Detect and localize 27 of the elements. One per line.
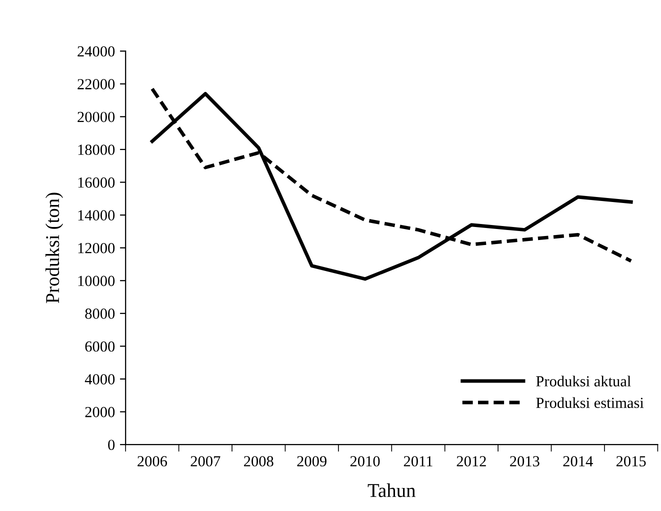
y-tick-label: 8000: [85, 308, 115, 319]
y-tick-label: 20000: [78, 112, 115, 122]
x-tick-label: 2009: [297, 456, 326, 466]
y-tick-label: 10000: [78, 276, 115, 286]
x-tick-label: 2007: [190, 456, 220, 466]
y-axis-title: Produksi (ton): [45, 192, 64, 304]
x-tick-label: 2011: [404, 456, 432, 466]
y-tick-label: 12000: [78, 242, 115, 254]
x-tick-label: 2015: [616, 456, 646, 466]
x-tick-label: 2012: [456, 456, 486, 466]
y-tick-label: 18000: [78, 144, 115, 155]
legend-label: Produksi estimasi: [536, 397, 644, 408]
y-tick-label: 16000: [78, 177, 115, 188]
x-tick-label: 2008: [244, 456, 274, 466]
y-tick-label: 0: [108, 440, 115, 450]
x-tick-label: 2013: [510, 456, 540, 466]
x-axis-title: Tahun: [368, 483, 416, 498]
y-tick-label: 6000: [85, 341, 115, 352]
y-tick-label: 4000: [84, 374, 115, 384]
x-tick-label: 2006: [138, 456, 168, 466]
y-tick-label: 2000: [85, 406, 115, 418]
legend-label: Produksi aktual: [536, 376, 631, 386]
y-tick-label: 14000: [78, 210, 115, 220]
y-tick-label: 24000: [78, 46, 115, 57]
x-tick-label: 2014: [563, 456, 593, 466]
y-tick-label: 22000: [78, 79, 115, 90]
x-tick-label: 2010: [350, 456, 380, 466]
